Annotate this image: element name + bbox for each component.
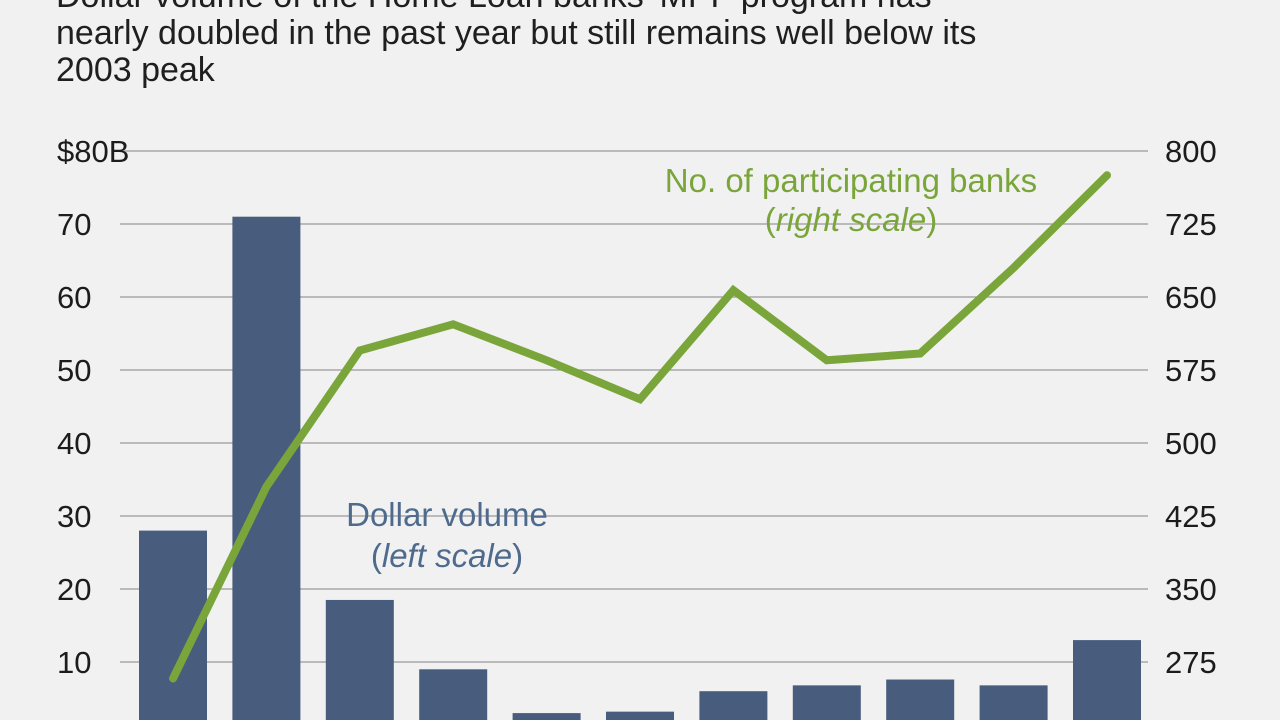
bar-5 xyxy=(606,711,674,720)
left-tick-label: 10 xyxy=(57,645,91,680)
left-tick-label: 60 xyxy=(57,280,91,315)
left-tick-label: 40 xyxy=(57,426,91,461)
left-tick-label: 50 xyxy=(57,353,91,388)
bar-3 xyxy=(419,669,488,720)
bar-10 xyxy=(1073,640,1141,720)
left-tick-label: 0 xyxy=(57,718,74,720)
subtitle-line-2: nearly doubled in the past year but stil… xyxy=(56,14,977,52)
right-tick-label: 575 xyxy=(1165,353,1217,388)
line-series xyxy=(169,171,1111,683)
left-tick-label: 30 xyxy=(57,499,91,534)
left-tick-label: 70 xyxy=(57,207,91,242)
right-tick-label: 500 xyxy=(1165,426,1217,461)
right-tick-label: 350 xyxy=(1165,572,1217,607)
line-series-label: No. of participating banks xyxy=(665,162,1037,199)
bar-8 xyxy=(886,679,955,720)
right-tick-label: 425 xyxy=(1165,499,1217,534)
right-tick-label: 200 xyxy=(1165,718,1217,720)
bar-1 xyxy=(232,216,301,720)
chart-subtitle: Dollar volume of the Home Loan banks’ MP… xyxy=(56,0,1256,89)
line-series-scale-label: (right scale) xyxy=(765,201,937,238)
subtitle-line-1: Dollar volume of the Home Loan banks’ MP… xyxy=(56,0,1256,15)
bar-series-scale-label: (left scale) xyxy=(371,537,523,574)
subtitle-line-3: 2003 peak xyxy=(56,51,215,89)
bar-7 xyxy=(792,685,861,720)
right-tick-label: 275 xyxy=(1165,645,1217,680)
right-tick-label: 725 xyxy=(1165,207,1217,242)
left-tick-label: $80B xyxy=(57,134,129,169)
right-tick-label: 800 xyxy=(1165,134,1217,169)
participating-banks-line xyxy=(169,171,1111,683)
bar-9 xyxy=(979,685,1048,720)
left-tick-label: 20 xyxy=(57,572,91,607)
axes: 0 200 10 275 20 350 30 425 40 500 50 575 60 650 70 725 $… xyxy=(57,134,1217,720)
bar-4 xyxy=(512,713,581,720)
bar-series xyxy=(139,216,1141,720)
bar-2 xyxy=(325,599,394,720)
right-tick-label: 650 xyxy=(1165,280,1217,315)
bar-6 xyxy=(699,691,768,720)
bar-series-label: Dollar volume xyxy=(346,496,548,533)
